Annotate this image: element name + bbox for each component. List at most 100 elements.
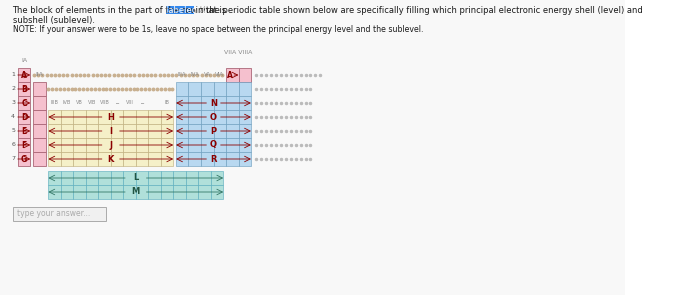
Bar xyxy=(239,82,251,96)
Text: M: M xyxy=(132,188,140,196)
Bar xyxy=(148,110,161,124)
Bar xyxy=(33,152,46,166)
Bar xyxy=(33,96,46,110)
Bar xyxy=(176,138,188,152)
Bar xyxy=(214,124,226,138)
Bar xyxy=(226,110,239,124)
Bar xyxy=(161,110,174,124)
Bar xyxy=(74,171,86,185)
Text: The block of elements in the part of the row that is: The block of elements in the part of the… xyxy=(13,6,230,15)
Text: ─: ─ xyxy=(141,101,144,106)
Bar xyxy=(74,138,86,152)
Bar xyxy=(148,124,161,138)
Bar xyxy=(48,185,61,199)
Text: 1: 1 xyxy=(11,73,15,78)
Bar xyxy=(176,152,188,166)
Text: K: K xyxy=(108,155,114,163)
Text: 7: 7 xyxy=(11,157,15,161)
Bar xyxy=(239,138,251,152)
Bar xyxy=(148,171,161,185)
Bar xyxy=(33,138,46,152)
Bar xyxy=(13,207,106,221)
Bar xyxy=(176,124,188,138)
Bar xyxy=(214,110,226,124)
Bar xyxy=(123,171,136,185)
Bar xyxy=(74,152,86,166)
Bar xyxy=(136,124,148,138)
Bar xyxy=(98,185,111,199)
Bar xyxy=(176,110,188,124)
Bar xyxy=(201,138,214,152)
Bar xyxy=(188,82,201,96)
Bar xyxy=(18,96,30,110)
Text: H: H xyxy=(107,112,114,122)
Bar xyxy=(18,124,30,138)
Text: IVA: IVA xyxy=(190,73,199,78)
Text: VA: VA xyxy=(204,73,211,78)
Bar xyxy=(98,152,111,166)
Bar xyxy=(136,152,148,166)
Bar xyxy=(33,124,46,138)
Bar xyxy=(161,138,174,152)
Text: A: A xyxy=(21,71,27,79)
Text: IIIA: IIIA xyxy=(178,73,187,78)
Bar xyxy=(48,152,61,166)
Bar xyxy=(136,185,148,199)
Text: in the periodic table shown below are specifically filling which principal elect: in the periodic table shown below are sp… xyxy=(193,6,643,15)
Text: E: E xyxy=(22,127,27,135)
Bar xyxy=(188,124,201,138)
Text: type your answer...: type your answer... xyxy=(17,209,90,219)
Bar xyxy=(86,138,98,152)
Text: IIA: IIA xyxy=(35,73,43,78)
Text: R: R xyxy=(210,155,217,163)
Text: NOTE: If your answer were to be 1s, leave no space between the principal energy : NOTE: If your answer were to be 1s, leav… xyxy=(13,25,423,34)
Bar xyxy=(111,185,123,199)
Text: 5: 5 xyxy=(11,129,15,134)
Bar xyxy=(98,124,111,138)
Bar xyxy=(176,96,188,110)
Bar xyxy=(214,138,226,152)
Bar xyxy=(61,152,74,166)
Text: IA: IA xyxy=(21,58,27,63)
Bar xyxy=(48,138,61,152)
Bar xyxy=(111,124,123,138)
Bar xyxy=(211,171,223,185)
Text: P: P xyxy=(211,127,216,135)
Bar xyxy=(188,138,201,152)
Text: VB: VB xyxy=(76,101,83,106)
Bar xyxy=(166,6,194,14)
Bar xyxy=(148,185,161,199)
Bar xyxy=(86,110,98,124)
Text: VIB: VIB xyxy=(88,101,96,106)
Text: VIII: VIII xyxy=(125,101,134,106)
Bar xyxy=(201,110,214,124)
Bar xyxy=(74,124,86,138)
Text: IVB: IVB xyxy=(63,101,71,106)
Text: subshell (sublevel).: subshell (sublevel). xyxy=(13,16,94,24)
Text: VIA: VIA xyxy=(215,73,224,78)
Bar xyxy=(18,152,30,166)
Text: L: L xyxy=(133,173,139,183)
Bar xyxy=(18,110,30,124)
Bar xyxy=(198,185,211,199)
Bar xyxy=(74,185,86,199)
Text: D: D xyxy=(21,112,27,122)
Bar xyxy=(123,124,136,138)
Bar xyxy=(239,96,251,110)
Bar xyxy=(176,82,188,96)
Bar xyxy=(61,171,74,185)
Text: O: O xyxy=(210,112,217,122)
Bar xyxy=(111,138,123,152)
Bar xyxy=(98,171,111,185)
Bar xyxy=(148,152,161,166)
Bar xyxy=(188,110,201,124)
Bar xyxy=(86,171,98,185)
Bar xyxy=(111,152,123,166)
Bar xyxy=(161,124,174,138)
Text: Q: Q xyxy=(210,140,217,150)
Bar xyxy=(186,185,198,199)
Bar xyxy=(48,124,61,138)
Bar xyxy=(214,82,226,96)
Bar xyxy=(86,185,98,199)
Bar xyxy=(123,138,136,152)
